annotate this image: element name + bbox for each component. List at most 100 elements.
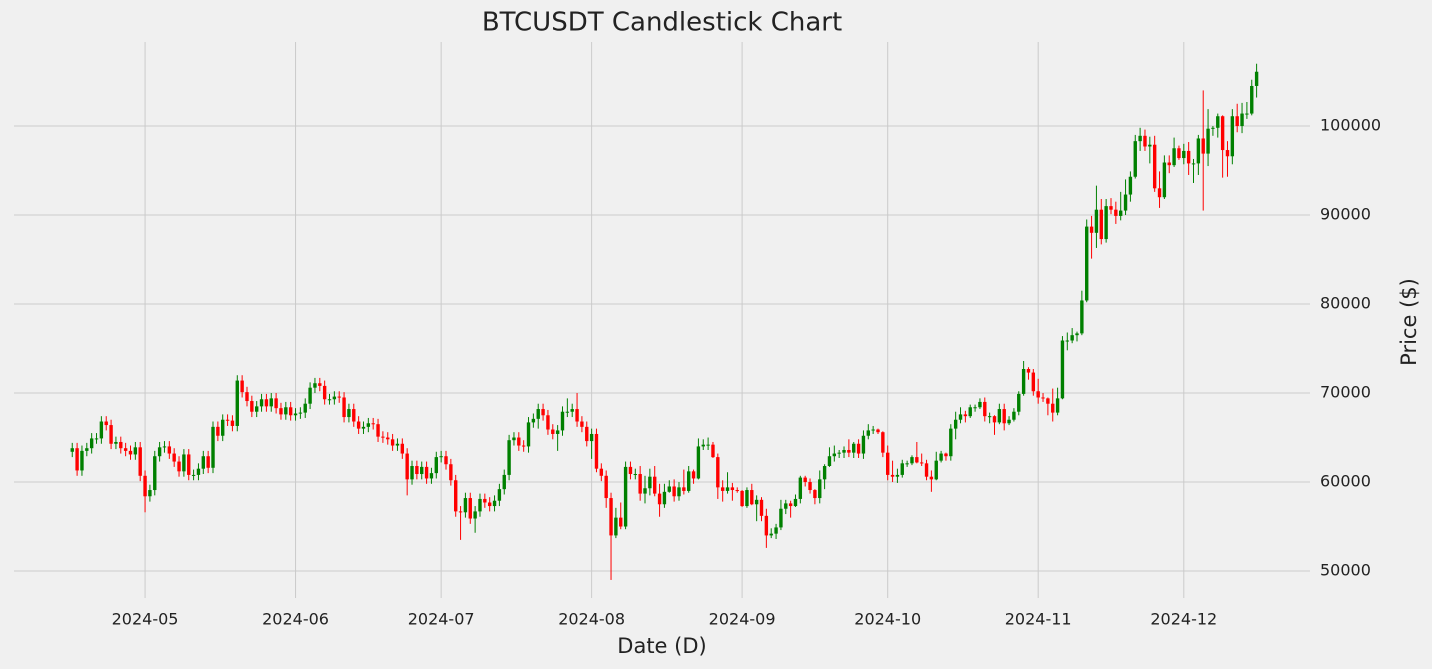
candle-body: [313, 383, 317, 388]
candle-body: [318, 383, 322, 386]
candle-body: [298, 412, 303, 414]
y-tick-label: 80000: [1320, 294, 1371, 313]
candle-body: [750, 490, 754, 505]
candle-body: [623, 466, 628, 527]
candle-body: [497, 489, 502, 501]
candle-body: [434, 457, 438, 474]
x-tick-label: 2024-07: [408, 610, 475, 629]
candle-body: [822, 466, 827, 480]
candle-body: [400, 443, 405, 454]
candle-body: [1055, 398, 1060, 413]
candle-body: [745, 490, 749, 507]
candle-body: [886, 452, 890, 475]
candle-body: [235, 380, 239, 426]
candle-body: [415, 466, 419, 475]
candle-body: [754, 499, 759, 505]
candle-body: [900, 463, 904, 475]
candle-body: [293, 413, 298, 416]
candle-body: [420, 466, 424, 475]
candle-body: [405, 453, 409, 480]
candle-body: [128, 450, 133, 455]
candle-body: [551, 429, 555, 434]
candle-body: [686, 471, 691, 491]
candle-body: [517, 437, 521, 446]
candle-body: [424, 466, 429, 479]
candle-body: [157, 447, 162, 457]
candle-body: [526, 422, 531, 447]
x-axis-label: Date (D): [617, 634, 706, 658]
candle-body: [614, 517, 618, 536]
candle-body: [852, 443, 856, 453]
candle-body: [225, 419, 230, 421]
x-tick-label: 2024-11: [1005, 610, 1072, 629]
candle-body: [109, 425, 113, 444]
candle-body: [1085, 226, 1089, 301]
candle-body: [759, 499, 764, 516]
candle-body: [512, 437, 516, 441]
candle-body: [85, 448, 89, 451]
candle-body: [487, 502, 492, 507]
candle-body: [1065, 340, 1070, 342]
candle-body: [1075, 333, 1079, 336]
candle-body: [371, 423, 375, 425]
candle-body: [784, 503, 788, 509]
candle-body: [303, 403, 307, 413]
candle-body: [677, 487, 681, 497]
candle-body: [521, 445, 526, 447]
candle-body: [114, 441, 118, 444]
candle-body: [953, 419, 958, 429]
candle-body: [1138, 135, 1142, 142]
candle-body: [454, 480, 458, 512]
candle-body: [1026, 368, 1031, 373]
candle-body: [876, 429, 880, 433]
y-axis-label: Price ($): [1397, 278, 1421, 366]
candle-body: [361, 426, 366, 429]
candle-body: [915, 457, 919, 463]
candle-body: [939, 453, 943, 461]
candle-body: [594, 433, 599, 469]
candle-body: [589, 433, 594, 442]
candle-body: [963, 414, 968, 417]
candle-body: [483, 498, 487, 503]
candle-body: [449, 464, 453, 481]
candle-body: [133, 447, 138, 455]
candle-body: [337, 396, 341, 398]
candle-body: [1118, 210, 1123, 216]
candle-body: [1225, 150, 1230, 157]
candle-body: [575, 409, 579, 422]
candle-body: [555, 430, 560, 434]
candle-body: [934, 460, 938, 480]
candle-body: [332, 396, 337, 400]
candle-body: [919, 462, 924, 464]
candle-body: [347, 409, 351, 418]
candle-body: [1123, 194, 1128, 211]
candle-body: [1143, 135, 1147, 147]
candle-body: [565, 411, 570, 413]
candle-body: [206, 456, 210, 468]
candle-body: [104, 421, 108, 426]
candle-body: [924, 463, 929, 477]
candle-body: [769, 533, 773, 536]
candle-body: [706, 444, 710, 446]
candle-body: [1177, 148, 1181, 159]
candle-body: [99, 421, 104, 439]
candle-body: [1021, 368, 1026, 394]
candle-body: [1216, 116, 1220, 128]
candle-body: [881, 432, 885, 453]
y-tick-label: 70000: [1320, 383, 1371, 402]
candle-body: [628, 466, 633, 475]
candle-body: [968, 407, 972, 417]
candle-body: [1157, 188, 1162, 198]
candle-body: [245, 392, 249, 402]
candle-body: [541, 409, 545, 416]
candle-body: [254, 406, 259, 412]
candle-body: [546, 415, 550, 430]
candle-body: [1041, 397, 1045, 399]
candle-body: [662, 491, 667, 505]
candle-body: [653, 476, 657, 494]
candle-body: [1002, 409, 1006, 424]
candle-body: [1051, 403, 1055, 413]
candle-body: [691, 471, 696, 479]
y-tick-label: 100000: [1320, 116, 1381, 135]
candle-body: [376, 424, 380, 437]
